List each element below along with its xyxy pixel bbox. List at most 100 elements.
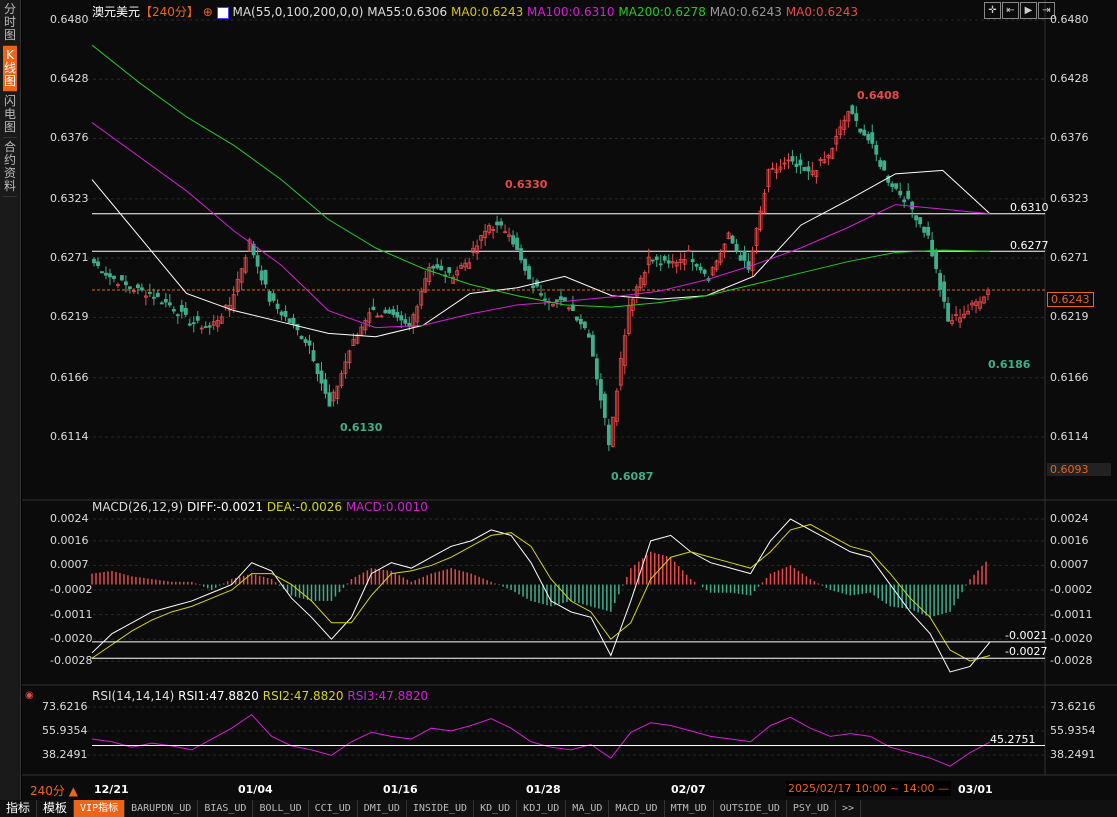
candle [934,249,939,270]
candle [503,231,507,234]
sidebar-tab-flash[interactable]: 闪电图 [3,92,17,138]
macd-tick: -0.0020 [50,632,93,646]
sidebar-tab-contract[interactable]: 合约资料 [3,138,17,197]
indicator-tab[interactable]: BARUPDN_UD [125,800,199,817]
candle [307,340,312,346]
candle [451,276,456,284]
candle [239,268,244,283]
price-tick: 0.6480 [1050,13,1089,26]
candle [786,159,791,162]
indicator-tab[interactable]: 指标 [0,800,38,817]
candle [946,303,950,322]
candle [658,263,663,266]
crosshair-icon[interactable]: ✛ [984,2,1001,19]
candle [395,312,400,318]
date-tick: 03/01 [958,783,993,796]
candle [275,303,280,309]
candle [315,363,320,375]
candle [299,335,304,340]
candle [874,144,879,155]
rsi-title[interactable]: RSI(14,14,14) [92,689,175,703]
ma0-value-3: MA0:0.6243 [785,5,858,19]
indicator-tab[interactable]: MA_UD [566,800,610,817]
price-tick: 0.6271 [50,251,89,265]
indicator-tab[interactable]: BIAS_UD [198,800,254,817]
ma0-value-2: MA0:0.6243 [709,5,782,19]
indicator-tab[interactable]: KD_UD [474,800,518,817]
candle [870,132,875,144]
candle [116,284,120,286]
move-right-icon[interactable]: ⇥ [1038,2,1055,19]
macd-title[interactable]: MACD(26,12,9) [92,500,184,514]
indicator-tab[interactable]: OUTSIDE_UD [714,800,787,817]
scroll-end-icon[interactable]: ▶ [1020,2,1037,19]
macd-tick: 0.0024 [50,512,89,525]
candle [914,215,919,221]
candle [714,260,719,270]
macd-tick: 0.0016 [1050,533,1089,547]
sidebar-tab-kline[interactable]: K线图 [3,46,17,92]
ma-indicator[interactable]: MA(55,0,100,200,0,0) [232,5,364,19]
candle [367,312,372,323]
macd-tick: -0.0002 [1050,583,1093,596]
candle [866,134,871,141]
candle [774,169,779,174]
chart-frame[interactable] [22,0,1117,800]
candle [838,126,843,135]
candle [806,166,811,172]
candle [551,303,555,307]
indicator-tab[interactable]: CCI_UD [309,800,358,817]
price-tick: 0.6166 [1050,370,1089,384]
candle [287,318,292,324]
candle [778,166,783,170]
macd-hline-label-1: -0.0021 [1005,629,1048,642]
indicator-tab[interactable]: 模板 [37,800,75,817]
macd-tick: 0.0024 [1050,512,1089,525]
candle [734,244,739,252]
sidebar-tab-timeshare[interactable]: 分时图 [3,0,17,46]
candle [147,291,152,294]
candle [159,302,164,305]
macd-hline-label-2: -0.0027 [1005,645,1048,658]
candle [467,262,472,269]
indicator-tab[interactable]: PSY_UD [787,800,837,817]
period-selector[interactable]: 240分 ▲ [30,784,78,798]
indicator-chart-icon[interactable] [216,6,229,19]
indicator-tab[interactable]: DMI_UD [358,800,407,817]
ma100-value: MA100:0.6310 [527,5,615,19]
candle [642,272,647,285]
candle [531,285,535,289]
indicator-tab[interactable]: KDJ_UD [517,800,567,817]
rsi3-value: RSI3:47.8820 [347,689,429,703]
candle [132,290,136,293]
settings-circle-icon[interactable]: ⊕ [202,5,213,19]
indicator-tab[interactable]: VIP指标 [74,800,126,817]
period-label: 【240分】 [140,5,199,19]
candle [339,373,344,386]
indicator-tab[interactable]: BOLL_UD [253,800,309,817]
candle [227,304,232,311]
candle [758,210,763,230]
candle [822,159,827,164]
candle [243,257,248,273]
price-tick: 0.6428 [1050,72,1089,86]
chart-canvas[interactable] [22,0,1117,800]
candle [646,256,651,266]
candle [463,262,468,268]
candle [698,266,703,271]
candle [179,305,184,312]
indicator-tab[interactable]: MACD_UD [609,800,665,817]
indicator-tab[interactable]: INSIDE_UD [407,800,475,817]
candle [415,306,420,323]
candle [351,339,356,347]
candle [479,235,484,241]
rsi-marker-icon: ◉ [25,690,34,701]
indicator-tab[interactable]: >> [836,800,862,817]
zoom-fit-icon[interactable]: ⇤ [1002,2,1019,19]
candle [431,266,436,269]
price-tick: 0.6480 [50,13,89,26]
price-tick: 0.6114 [50,430,89,444]
candle [794,163,799,167]
candle [798,159,803,166]
indicator-tab[interactable]: MTM_UD [665,800,714,817]
